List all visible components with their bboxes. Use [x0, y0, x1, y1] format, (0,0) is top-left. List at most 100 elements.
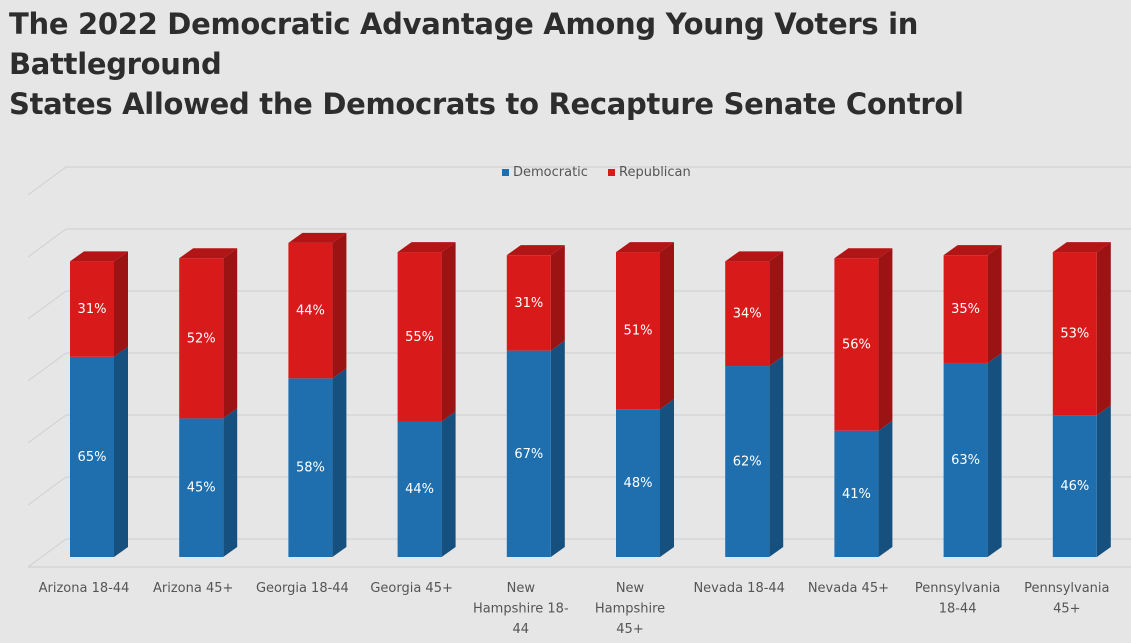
bar-top-republican: [616, 242, 674, 253]
category-label: Hampshire 18-: [473, 602, 569, 617]
bar-democratic: [725, 366, 770, 557]
bar-side-democratic: [441, 411, 456, 557]
category-label: New: [616, 581, 645, 596]
gridline-perspective: [27, 538, 67, 568]
bar-democratic: [616, 409, 660, 557]
bar-republican: [725, 261, 770, 367]
data-label-republican: 34%: [733, 307, 762, 322]
bar-side-democratic: [1096, 405, 1111, 557]
bar-republican: [834, 258, 879, 431]
bar-side-democratic: [660, 399, 674, 557]
bar-side-democratic: [223, 408, 238, 557]
bar-republican: [288, 242, 333, 379]
bar-top-republican: [179, 248, 238, 259]
data-label-republican: 56%: [842, 337, 871, 352]
bar-democratic: [397, 421, 442, 557]
bar-side-democratic: [114, 346, 128, 557]
legend-swatch-republican: [608, 169, 615, 176]
bar-top-republican: [1052, 242, 1111, 253]
data-label-democratic: 58%: [296, 461, 325, 476]
category-label: Hampshire: [595, 602, 665, 617]
data-label-democratic: 63%: [951, 453, 980, 468]
category-label: 18-44: [939, 602, 977, 617]
bar-top-republican: [834, 248, 893, 259]
data-label-democratic: 44%: [405, 482, 434, 497]
bar-top-republican: [397, 242, 456, 253]
category-label: Nevada 45+: [808, 581, 889, 596]
bar-democratic: [834, 430, 879, 557]
category-label: Arizona 18-44: [39, 581, 130, 596]
bar-republican: [397, 252, 442, 422]
bar-side-republican: [1096, 242, 1111, 416]
bar-side-republican: [223, 248, 238, 419]
category-label: Pennsylvania: [915, 581, 1000, 596]
data-label-democratic: 65%: [78, 450, 107, 465]
bar-side-republican: [878, 248, 893, 431]
bar-democratic: [506, 350, 551, 557]
chart-title-line-2: States Allowed the Democrats to Recaptur…: [9, 87, 964, 121]
chart-title-line-1: The 2022 Democratic Advantage Among Youn…: [9, 7, 919, 81]
bar-republican: [1052, 252, 1097, 416]
bar-side-democratic: [550, 340, 565, 557]
bar-side-republican: [660, 242, 674, 410]
bar-republican: [70, 261, 114, 357]
category-label: Nevada 18-44: [693, 581, 785, 596]
data-label-democratic: 46%: [1060, 479, 1089, 494]
bar-top-republican: [288, 232, 347, 243]
gridline-perspective: [27, 166, 67, 196]
gridline-perspective: [27, 290, 67, 320]
gridline-perspective: [27, 228, 67, 258]
bar-side-republican: [987, 245, 1002, 363]
data-label-democratic: 62%: [733, 455, 762, 470]
bar-republican: [616, 252, 660, 410]
category-label: New: [507, 581, 536, 596]
bar-top-republican: [943, 245, 1002, 256]
data-label-republican: 31%: [78, 302, 107, 317]
bar-side-democratic: [878, 420, 893, 557]
bar-side-democratic: [332, 368, 347, 557]
data-label-democratic: 45%: [187, 481, 216, 496]
category-label: Pennsylvania: [1024, 581, 1109, 596]
gridline-perspective: [27, 476, 67, 506]
category-label: 45+: [1053, 602, 1080, 617]
chart-title: The 2022 Democratic Advantage Among Youn…: [9, 4, 1109, 124]
bar-side-republican: [441, 242, 456, 422]
gridline-perspective: [27, 352, 67, 382]
bar-democratic: [288, 378, 333, 557]
data-label-republican: 55%: [405, 330, 434, 345]
bar-republican: [506, 255, 551, 351]
gridline-perspective: [27, 414, 67, 444]
bar-democratic: [70, 356, 114, 557]
category-label: Georgia 45+: [370, 581, 453, 596]
data-label-democratic: 41%: [842, 487, 871, 502]
bar-side-republican: [769, 251, 784, 367]
bar-side-republican: [550, 245, 565, 351]
data-label-democratic: 48%: [624, 476, 653, 491]
bar-top-republican: [725, 251, 784, 262]
bar-side-republican: [332, 232, 347, 379]
legend-label-democratic: Democratic: [513, 165, 588, 180]
bar-democratic: [1052, 415, 1097, 557]
bar-top-republican: [70, 251, 128, 262]
category-label: Arizona 45+: [153, 581, 233, 596]
legend-swatch-democratic: [502, 169, 509, 176]
bar-side-democratic: [769, 356, 784, 557]
category-label: 44: [513, 622, 530, 637]
bar-top-republican: [506, 245, 565, 256]
bar-republican: [179, 258, 224, 419]
data-label-republican: 51%: [624, 324, 653, 339]
legend-label-republican: Republican: [619, 165, 691, 180]
bar-democratic: [943, 362, 988, 557]
bar-democratic: [179, 418, 224, 557]
data-label-republican: 52%: [187, 331, 216, 346]
bar-side-democratic: [987, 352, 1002, 557]
data-label-republican: 31%: [514, 296, 543, 311]
data-label-republican: 44%: [296, 304, 325, 319]
data-label-democratic: 67%: [514, 447, 543, 462]
data-label-republican: 53%: [1060, 327, 1089, 342]
bar-side-republican: [114, 251, 128, 357]
category-label: 45+: [616, 622, 643, 637]
category-label: Georgia 18-44: [256, 581, 349, 596]
bar-republican: [943, 255, 988, 363]
